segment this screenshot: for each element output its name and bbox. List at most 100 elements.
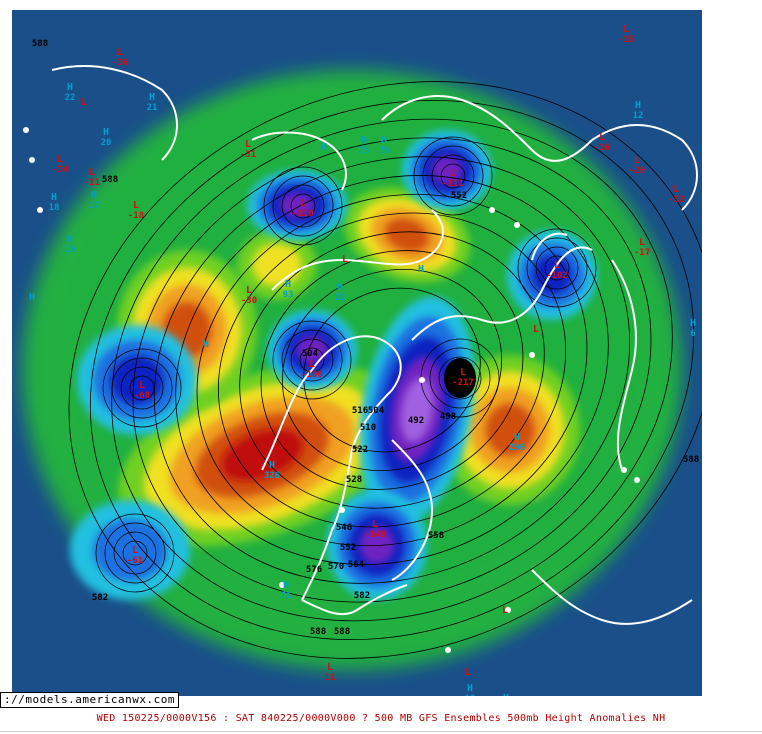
low-marker: L [132,545,138,556]
high-marker: H [503,693,509,696]
coastline [531,232,568,261]
anomaly-value: 19 [65,245,76,255]
contour-ring [517,228,597,308]
high-marker: H [67,82,73,93]
low-marker: L [300,198,306,209]
contour-label: 582 [92,593,108,603]
contour-label: 546 [336,523,352,533]
island [279,582,285,588]
low-marker: L [117,47,123,58]
low-marker: L [133,200,139,211]
extreme-low-core [444,358,476,398]
contour-ring [429,347,491,409]
contour-ring [175,175,609,565]
high-marker: H [203,339,209,350]
coastlines [23,65,698,653]
coastline [531,569,693,625]
high-marker: H [269,460,275,471]
anomaly-value: 17 [89,201,100,211]
contour-label: 552 [340,543,356,553]
contour-label: 528 [346,475,362,485]
anomaly-value: -15 [618,35,634,45]
contour-ring [113,531,157,575]
contour-ring [196,193,588,547]
high-marker: H [690,318,696,329]
trough-hudson [267,310,357,390]
anomaly-value: 11 [325,673,336,683]
contour-ring [104,522,166,584]
contour-ring [68,81,702,659]
anomaly-value: -166 [301,370,323,380]
low-marker: L [245,139,251,150]
island [634,477,640,483]
contour-ring [129,375,155,401]
high-marker: H [635,100,641,111]
anomaly-value: -11 [84,178,100,188]
contour-label: 576 [306,565,322,575]
low-marker: L [309,359,315,370]
low-marker: L [599,132,605,143]
contour-ring [447,365,473,391]
contour-ring [290,338,334,382]
high-marker: H [514,432,520,443]
high-marker: H [29,292,35,303]
contour-label: 588 [683,455,699,465]
low-marker: L [327,662,333,673]
anomaly-value: 12 [633,111,644,121]
low-marker: L [460,367,466,378]
contour-ring [438,356,482,400]
contour-label: 558 [428,531,444,541]
contour-ring [132,137,652,603]
high-marker: H [103,127,109,138]
anomaly-value: 22 [65,93,76,103]
contour-label: 492 [408,416,424,426]
contour-label: 498 [440,412,456,422]
anomaly-value: -20 [629,166,645,176]
contour-label: 504 [302,349,319,359]
high-marker: H [149,92,155,103]
anomaly-shading [22,70,682,670]
low-marker: L [673,184,679,195]
low-marker: L [139,380,145,391]
contour-ring [303,287,481,453]
anomaly-value: 6 [690,329,695,339]
contour-label: 588 [32,39,48,49]
coastline [51,65,178,161]
island [419,377,425,383]
anomaly-value: -110 [292,209,314,219]
anomaly-value: -111 [442,179,464,189]
contour-ring [102,348,182,428]
contour-ring [535,246,579,290]
island [339,507,345,513]
island [29,157,35,163]
contour-ring [217,212,567,528]
contour-ring [422,145,484,207]
trough-pacific [77,325,197,435]
source-url: ://models.americanwx.com [0,692,179,708]
trough-siberia [247,170,347,240]
high-marker: H [467,683,473,694]
contour-ring [299,347,325,373]
coastline [391,439,433,581]
coastline [611,259,637,471]
island [37,207,43,213]
anomaly-value: 18 [49,203,60,213]
contour-ring [263,166,343,246]
low-marker: L [533,324,539,335]
contour-ring [431,154,475,198]
high-marker: H [321,142,327,153]
contour-ring [122,540,148,566]
anomaly-value: 93 [283,290,294,300]
coastline [381,95,593,162]
contour-ring [111,118,673,622]
ridge-atlantic [440,355,580,505]
anomaly-value: 75 [359,146,370,156]
low-marker: L [246,285,252,296]
anomaly-value: -217 [452,378,474,388]
trough-europe [507,230,597,320]
anomaly-value: -68 [134,391,150,401]
contour-ring [281,184,325,228]
